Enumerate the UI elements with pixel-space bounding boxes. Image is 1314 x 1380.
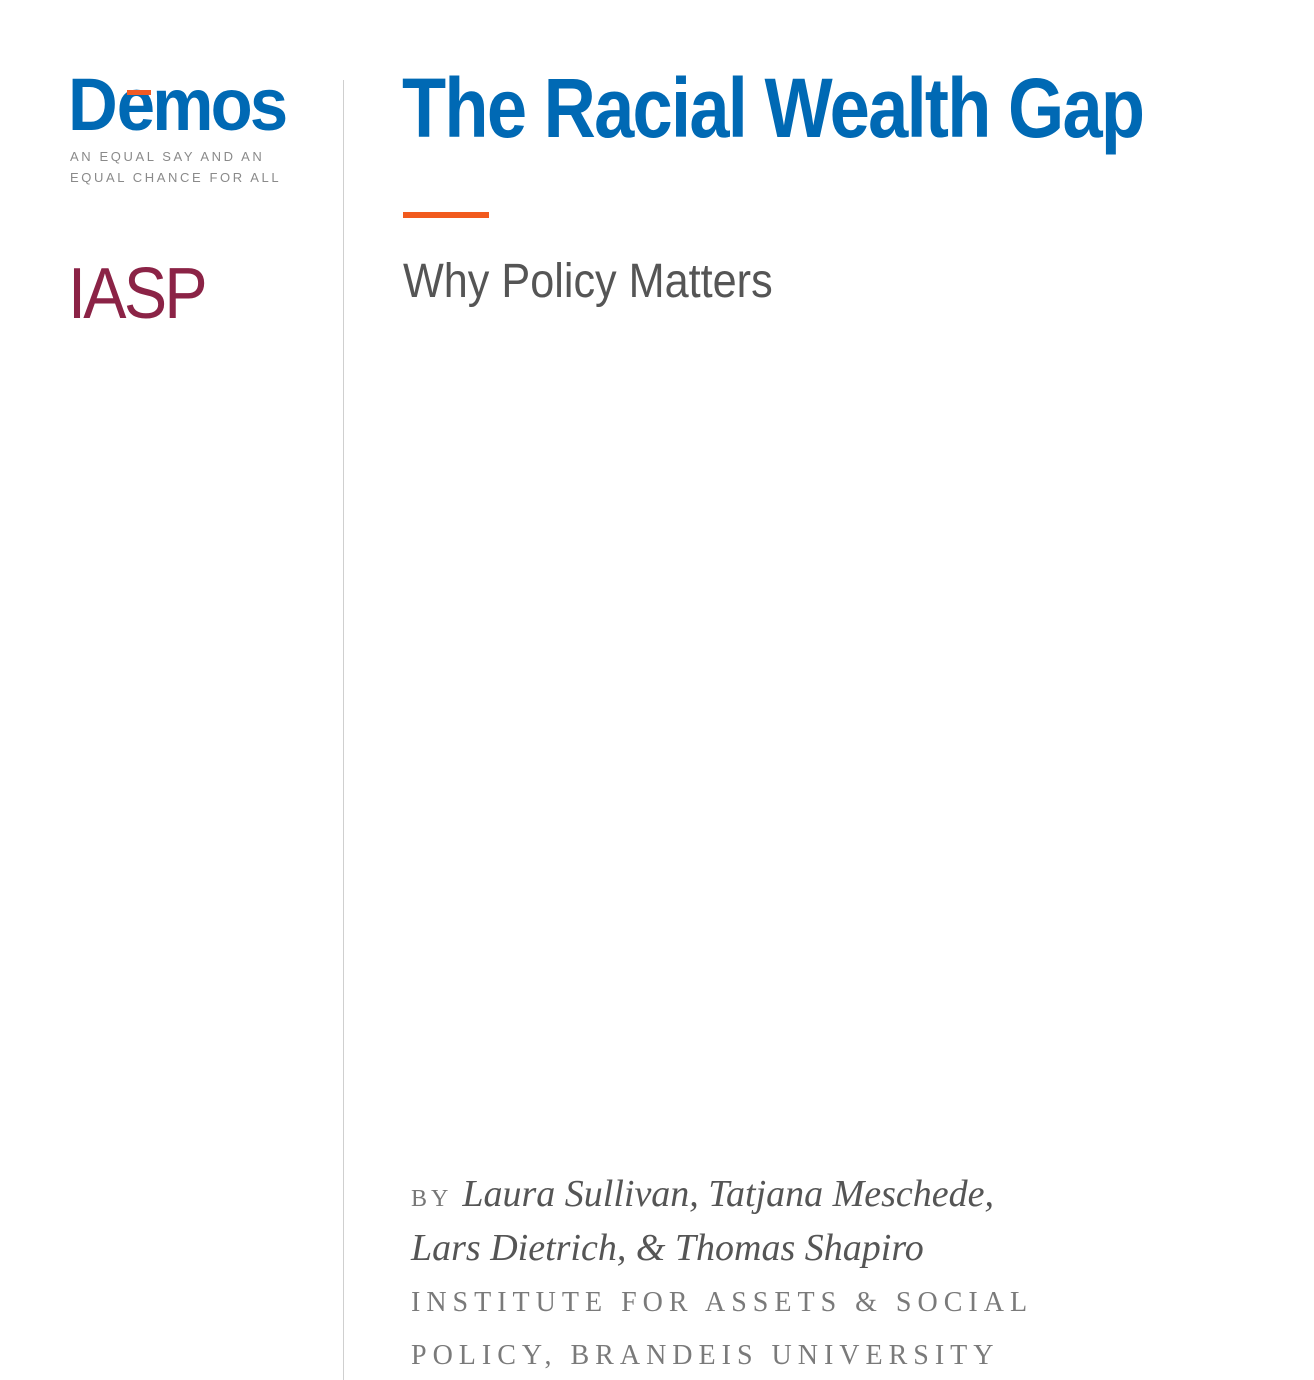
demos-tagline-line1: AN EQUAL SAY AND AN xyxy=(70,149,265,164)
demos-logo: Demos xyxy=(68,63,288,146)
authors-line2: Lars Dietrich, & Thomas Shapiro xyxy=(411,1227,924,1269)
title-accent-rule xyxy=(403,212,489,218)
demos-tagline-line2: EQUAL CHANCE FOR ALL xyxy=(70,170,282,185)
vertical-divider xyxy=(343,80,344,1380)
demos-logo-macron xyxy=(127,90,151,95)
page-subtitle: Why Policy Matters xyxy=(403,255,773,308)
institution-line2: POLICY, BRANDEIS UNIVERSITY xyxy=(411,1340,1000,1371)
by-label: BY xyxy=(411,1186,453,1212)
authors-text-1: Laura Sullivan, Tatjana Meschede, xyxy=(462,1173,994,1215)
institution-line1: INSTITUTE FOR ASSETS & SOCIAL xyxy=(411,1287,1034,1318)
iasp-logo: IASP xyxy=(68,254,208,334)
page-title: The Racial Wealth Gap xyxy=(402,61,1145,155)
authors-line1: BY Laura Sullivan, Tatjana Meschede, xyxy=(411,1175,994,1213)
